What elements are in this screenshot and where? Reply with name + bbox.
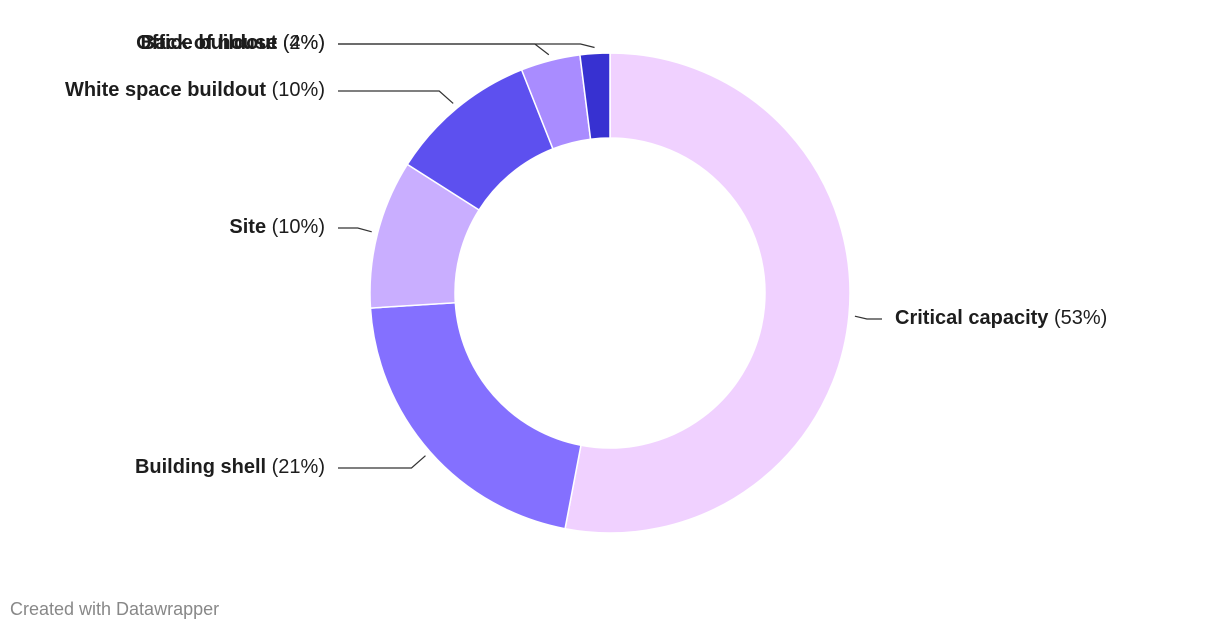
donut-slice bbox=[564, 52, 851, 534]
leader-line bbox=[854, 315, 882, 320]
category-label: Site bbox=[229, 216, 266, 238]
slice-label: Building shell (21%) bbox=[135, 456, 325, 478]
category-label: Back of house bbox=[141, 32, 278, 54]
slice-label: Site (10%) bbox=[229, 216, 325, 238]
slice-label: Office buildout (2%) bbox=[136, 32, 325, 54]
category-label: Building shell bbox=[135, 456, 266, 478]
value-label: (2%) bbox=[283, 32, 325, 54]
category-label: White space buildout bbox=[65, 79, 266, 101]
leader-line bbox=[338, 90, 454, 104]
slice-label: Back of house (4%) bbox=[141, 32, 326, 54]
leader-line bbox=[338, 43, 595, 49]
value-label: (53%) bbox=[1054, 307, 1107, 329]
donut-slice bbox=[369, 301, 582, 530]
value-label: (10%) bbox=[272, 216, 325, 238]
slice-label: White space buildout (10%) bbox=[65, 79, 325, 101]
leader-line bbox=[338, 227, 372, 233]
value-label: (4%) bbox=[283, 32, 325, 54]
value-label: (21%) bbox=[272, 456, 325, 478]
category-label: Critical capacity bbox=[895, 307, 1049, 329]
donut-slice bbox=[579, 52, 611, 141]
leader-line bbox=[338, 43, 550, 56]
credit: Created with Datawrapper bbox=[10, 599, 219, 619]
slice-label: Critical capacity (53%) bbox=[895, 307, 1107, 329]
leader-line bbox=[338, 455, 426, 469]
category-label: Office buildout bbox=[136, 32, 277, 54]
value-label: (10%) bbox=[272, 79, 325, 101]
